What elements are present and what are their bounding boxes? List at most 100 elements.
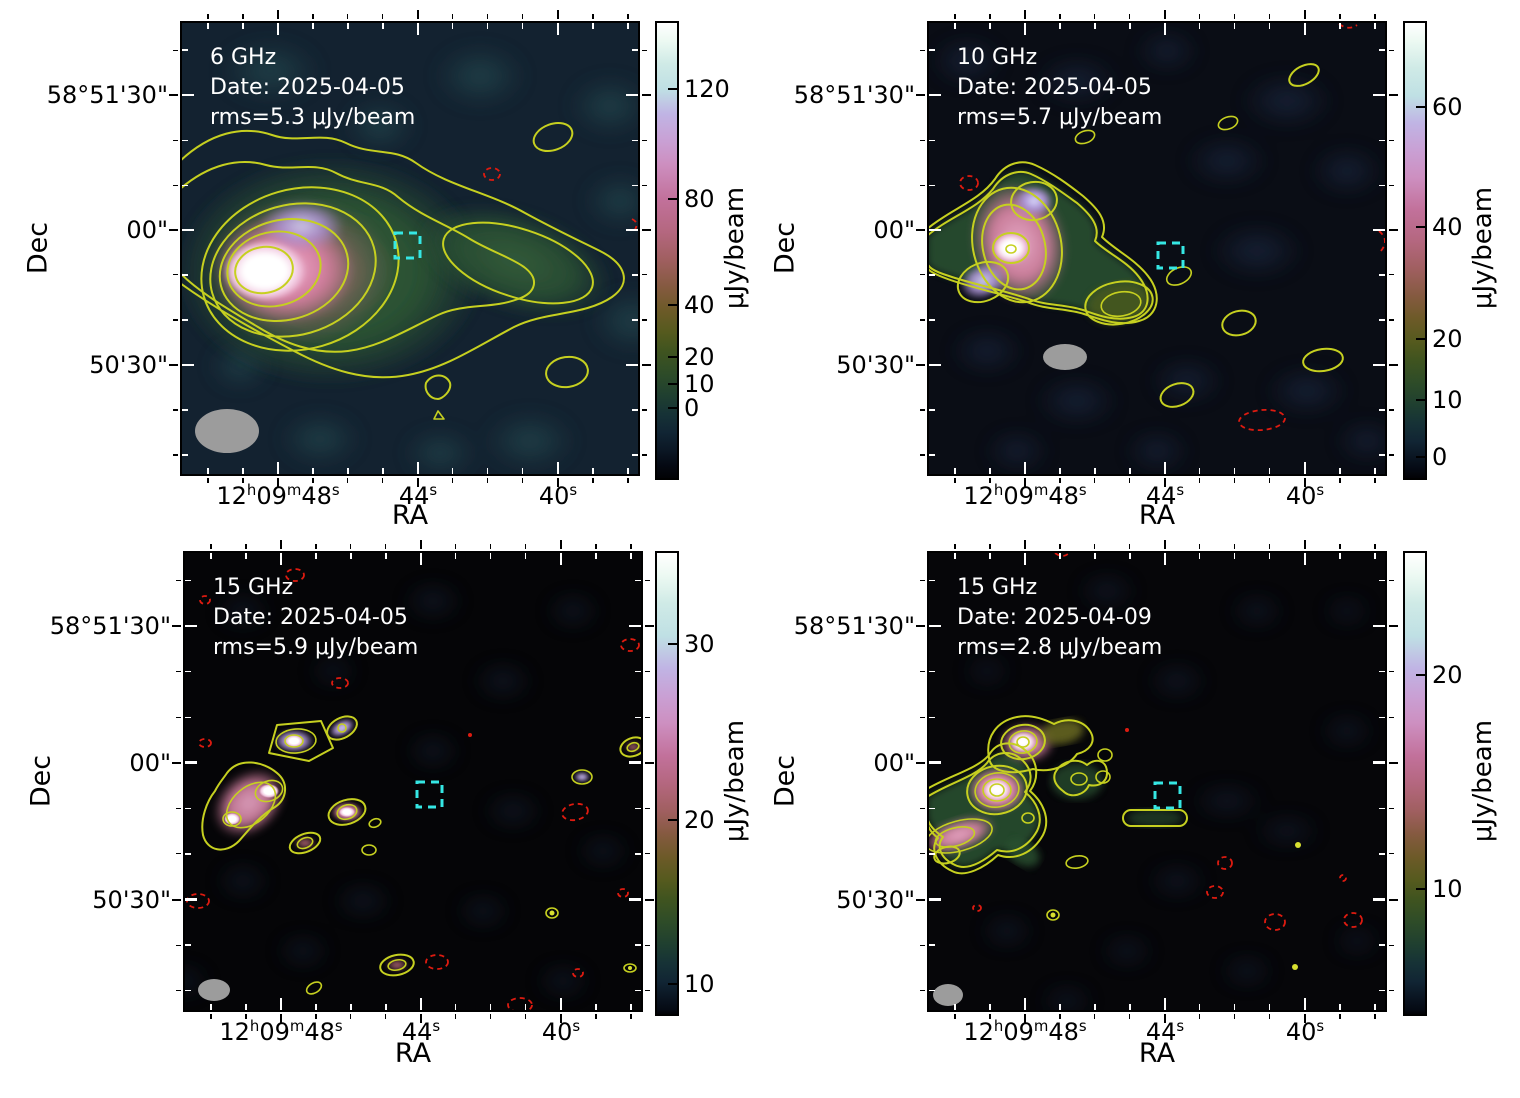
axis-tick [315,544,317,549]
target-aperture-box [415,780,444,809]
axis-tick [1379,454,1385,456]
axis-tick [1023,998,1027,1010]
axis-tick [279,1014,282,1023]
axis-tick [632,139,638,141]
axis-tick [626,94,638,97]
axis-tick [1374,14,1376,19]
colorbar-tick [668,983,677,986]
axis-tick [916,898,925,901]
colorbar-tick-label: 10 [1432,875,1463,904]
axis-tick [1389,454,1394,456]
axis-tick [185,807,191,809]
axis-tick [1389,625,1398,628]
axis-tick [929,184,935,186]
axis-tick [1379,274,1385,276]
axis-tick [1059,478,1061,483]
axis-tick [635,716,641,719]
axis-tick [1374,1014,1376,1019]
axis-tick [645,807,650,809]
axis-tick [350,1014,352,1019]
axis-tick [169,228,178,231]
axis-tick [522,468,524,474]
axis-tick [632,409,638,411]
colorbar-tick [1416,888,1425,891]
rms-label: rms=5.7 μJy/beam [957,105,1163,130]
axis-tick [182,409,188,411]
axis-tick [1339,468,1341,474]
axis-tick [315,553,317,559]
axis-tick [182,139,188,141]
axis-tick [1339,478,1341,483]
axis-tick [1389,319,1394,321]
colorbar-tick-label: 0 [1432,443,1448,472]
axis-tick [1023,478,1026,487]
axis-tick [560,1014,563,1023]
freq-label: 15 GHz [213,575,294,600]
axis-tick [627,478,629,483]
colorbar-tick [668,642,677,645]
axis-tick [1389,274,1394,276]
axis-tick [1389,853,1394,855]
axis-tick [1373,898,1385,901]
target-aperture-box [393,231,422,260]
axis-tick [632,274,638,276]
axis-tick [1304,462,1307,474]
x-tick-label: 12h09m48s [963,481,1087,510]
axis-tick [916,94,925,97]
axis-tick [276,23,280,35]
axis-tick [989,1004,991,1010]
axis-tick [920,579,925,582]
panel-annotation: 6 GHz Date: 2025-04-05 rms=5.3 μJy/beam [210,43,415,133]
y-axis-name: Dec [769,221,801,275]
axis-tick [1379,671,1385,673]
axis-tick [452,23,454,29]
axis-tick [490,1014,492,1019]
axis-tick [560,540,563,549]
axis-tick [1234,14,1236,19]
axis-tick [920,454,925,456]
axis-tick [416,10,419,19]
axis-tick [1269,468,1271,474]
axis-tick [185,853,191,855]
axis-tick [929,94,941,97]
target-aperture-box [1156,241,1185,270]
colorbar-tick-label: 60 [1432,93,1463,122]
map-panel-10ghz: 10 GHz Date: 2025-04-05 rms=5.7 μJy/beam [916,10,1398,487]
colorbar-tick [1416,106,1425,109]
axis-tick [632,49,638,51]
axis-tick [1199,478,1201,483]
rms-label: rms=5.3 μJy/beam [210,105,416,130]
x-tick-label: 12h09m48s [963,1017,1087,1046]
colorbar-tick-label: 20 [1432,325,1463,354]
date-label: Date: 2025-04-09 [957,605,1152,630]
axis-tick [989,544,991,549]
axis-tick [182,94,194,97]
axis-tick [185,944,191,946]
axis-tick [1373,94,1385,97]
axis-tick [929,716,935,719]
axis-tick [632,319,638,321]
positive-contours [927,63,1344,408]
axis-tick [635,807,641,809]
axis-tick [929,49,935,51]
axis-tick [1059,1014,1061,1019]
axis-tick [312,14,314,19]
axis-tick [929,139,935,141]
axis-tick [645,761,654,764]
colorbar-tick [668,818,677,821]
axis-tick [929,409,935,411]
axis-tick [185,898,197,901]
axis-tick [1199,468,1201,474]
axis-tick [1373,363,1385,367]
axis-tick [1199,23,1201,29]
axis-tick [419,540,422,549]
axis-tick [1374,553,1376,559]
axis-tick [173,184,178,186]
axis-tick [595,1004,597,1010]
axis-tick [207,478,209,483]
axis-tick [920,944,925,946]
beam-ellipse [195,409,259,453]
axis-tick [645,671,650,673]
axis-tick [382,14,384,19]
colorbar-tick-label: 20 [1432,661,1463,690]
